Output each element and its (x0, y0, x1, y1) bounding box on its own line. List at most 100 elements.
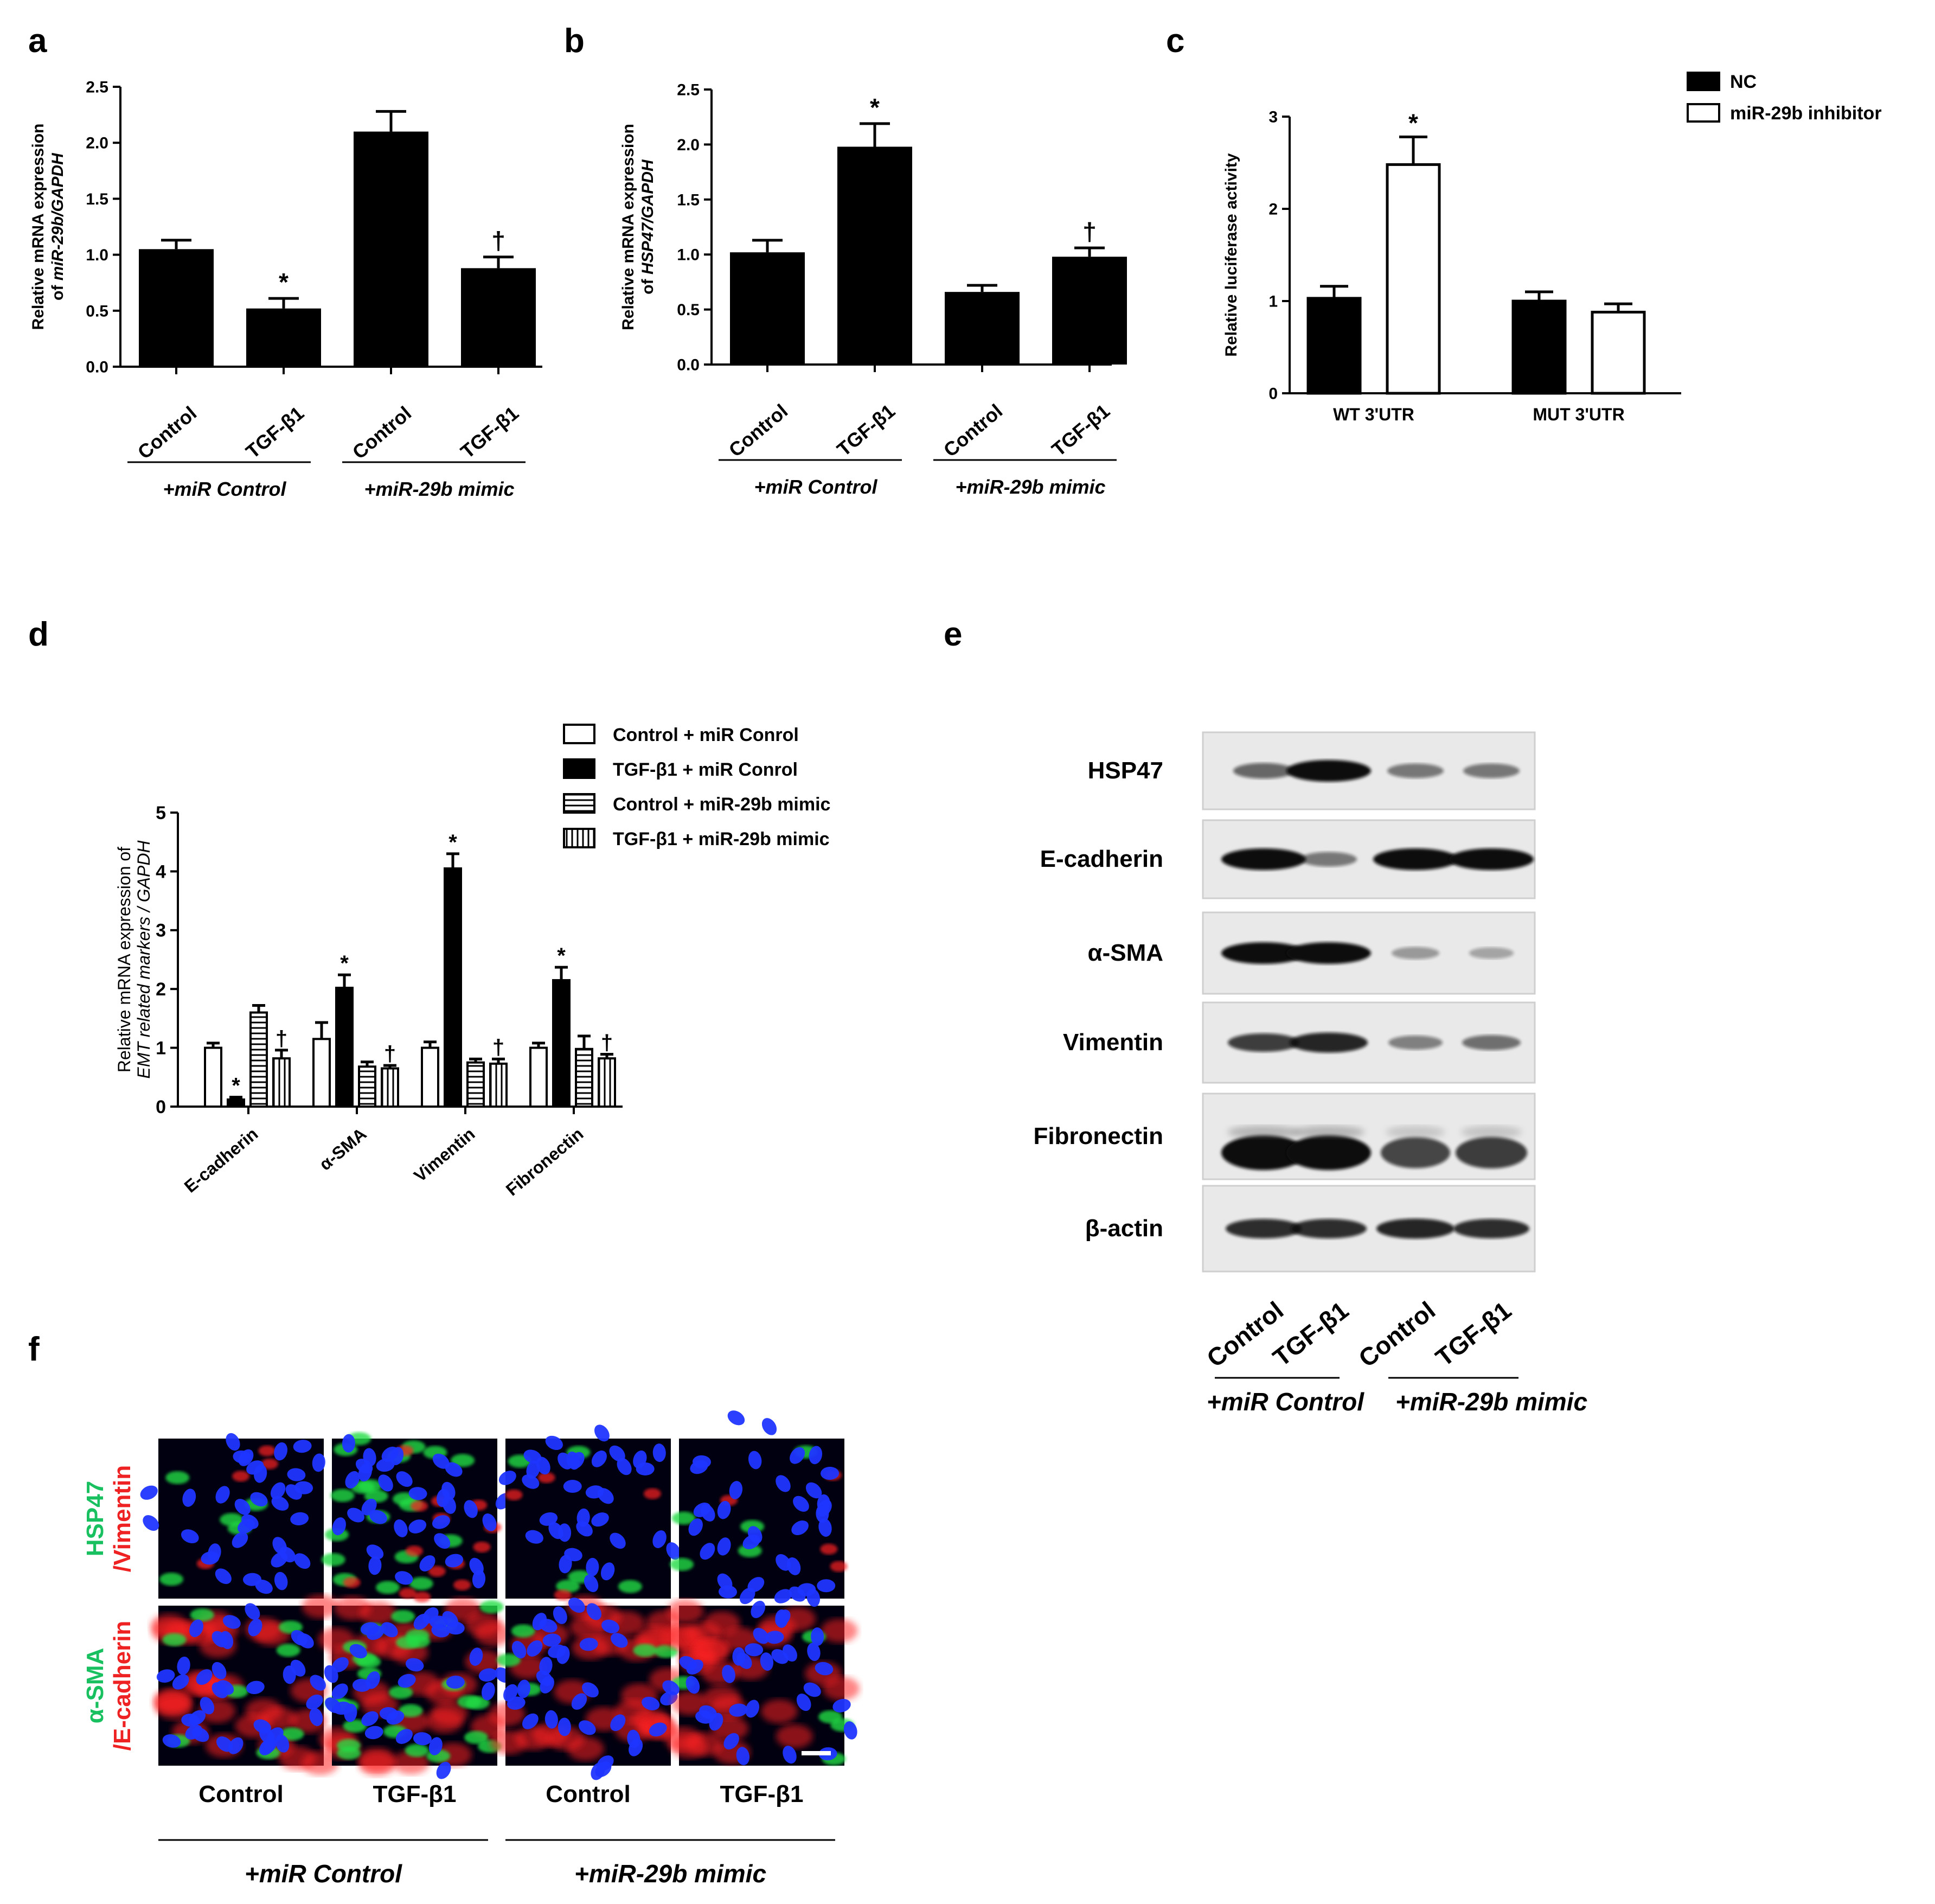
nucleus (591, 1512, 609, 1527)
blot-band (1286, 760, 1371, 782)
blot-band (1453, 1219, 1529, 1238)
nucleus (162, 1734, 181, 1748)
nucleus (177, 1656, 190, 1675)
nucleus (751, 1601, 766, 1618)
bar (575, 1047, 593, 1108)
significance-mark: * (870, 93, 880, 122)
blot-band (1388, 1036, 1443, 1050)
nucleus (270, 1482, 286, 1499)
nucleus (729, 1481, 743, 1499)
nucleus (238, 1519, 255, 1534)
legend-swatch (563, 758, 595, 779)
nucleus (503, 1684, 518, 1702)
lane-label: TGF-β1 (1430, 1296, 1516, 1372)
bar (1511, 299, 1567, 395)
y-tick-label: 2.5 (86, 79, 108, 97)
y-tick-label: 1.5 (86, 190, 108, 208)
bar (421, 1046, 439, 1108)
nucleus (347, 1507, 364, 1523)
y-axis-label: Relative mRNA expression of (114, 847, 134, 1072)
nucleus (568, 1598, 585, 1613)
bar (1052, 257, 1127, 365)
green-stain (671, 1511, 696, 1525)
blot-row-label: HSP47 (1088, 757, 1163, 784)
y-axis-label-2: of HSP47/GAPDH (639, 159, 657, 295)
nucleus (539, 1657, 553, 1676)
x-tick-label: Control (133, 402, 201, 464)
nucleus (464, 1500, 478, 1518)
bar (204, 1046, 222, 1108)
chart-a: 0.0 0.5 1.0 1.5 2.0 2.5 Control * TGF-β1 Control †… (29, 79, 542, 500)
blot-band (1449, 848, 1534, 870)
blot-band (1469, 947, 1514, 959)
nucleus (413, 1732, 432, 1746)
nucleus (736, 1747, 750, 1766)
nucleus (446, 1621, 465, 1635)
nucleus (578, 1720, 596, 1735)
x-tick-label: Fibronectin (502, 1124, 587, 1200)
nucleus (248, 1619, 262, 1637)
x-tick-label: Control (725, 400, 792, 462)
nucleus (576, 1508, 590, 1527)
nucleus (652, 1530, 667, 1548)
blot-row-label: Vimentin (1063, 1029, 1163, 1056)
nucleus (548, 1522, 563, 1539)
nucleus (723, 1733, 739, 1750)
red-stain (232, 1471, 250, 1482)
nucleus (522, 1474, 540, 1489)
blot-band (1456, 1137, 1527, 1168)
nucleus (699, 1705, 717, 1720)
green-stain (451, 1454, 475, 1467)
y-tick-label: 0.0 (86, 359, 108, 376)
nucleus (629, 1739, 643, 1756)
group-label: +miR Control (754, 476, 877, 498)
nucleus (349, 1644, 367, 1659)
nucleus (246, 1460, 264, 1475)
nucleus (609, 1445, 625, 1462)
nucleus (364, 1726, 383, 1740)
nucleus (396, 1471, 413, 1487)
nucleus (398, 1673, 416, 1688)
y-tick-label: 2.0 (677, 136, 700, 154)
nucleus (558, 1717, 571, 1736)
bar (312, 1038, 331, 1108)
nucleus (642, 1696, 660, 1710)
nucleus (228, 1737, 244, 1754)
bar (730, 252, 805, 365)
nucleus (189, 1619, 204, 1638)
nucleus (544, 1710, 558, 1729)
nucleus (294, 1481, 313, 1494)
nucleus (395, 1571, 413, 1585)
panel-label-f: f (28, 1331, 40, 1368)
blot-band (1226, 1219, 1302, 1238)
y-axis-label-2: of miR-29b/GAPDH (49, 152, 67, 301)
nucleus (246, 1681, 265, 1695)
red-stain (760, 1699, 798, 1723)
blot-band (1221, 942, 1306, 964)
red-stain (537, 1472, 555, 1483)
green-stain (464, 1730, 489, 1744)
western-blot-e: HSP47 E-cadherin α-SMA Vimentin Fibronectin β… (1033, 731, 1587, 1416)
nucleus (333, 1701, 352, 1715)
legend-label: TGF-β1 + miR-29b mimic (613, 829, 830, 849)
nucleus (569, 1452, 585, 1469)
nucleus (564, 1548, 582, 1562)
panel-label-c: c (1166, 22, 1184, 60)
red-stain (411, 1500, 428, 1512)
y-tick-label: 1 (156, 1038, 166, 1059)
nucleus (498, 1471, 516, 1485)
nucleus (527, 1640, 543, 1657)
y-tick-label: 1.5 (677, 191, 700, 209)
red-stain (821, 1619, 858, 1643)
legend-swatch (563, 828, 595, 848)
row-label: α-SMA (82, 1648, 108, 1723)
nucleus (445, 1554, 464, 1568)
micrograph (321, 1432, 511, 1603)
nucleus (610, 1633, 628, 1648)
nucleus (617, 1458, 632, 1475)
column-label: Control (198, 1781, 283, 1807)
blot-band (1462, 1035, 1521, 1050)
nucleus (729, 1703, 748, 1717)
red-stain (156, 1695, 193, 1720)
nucleus (700, 1543, 715, 1560)
